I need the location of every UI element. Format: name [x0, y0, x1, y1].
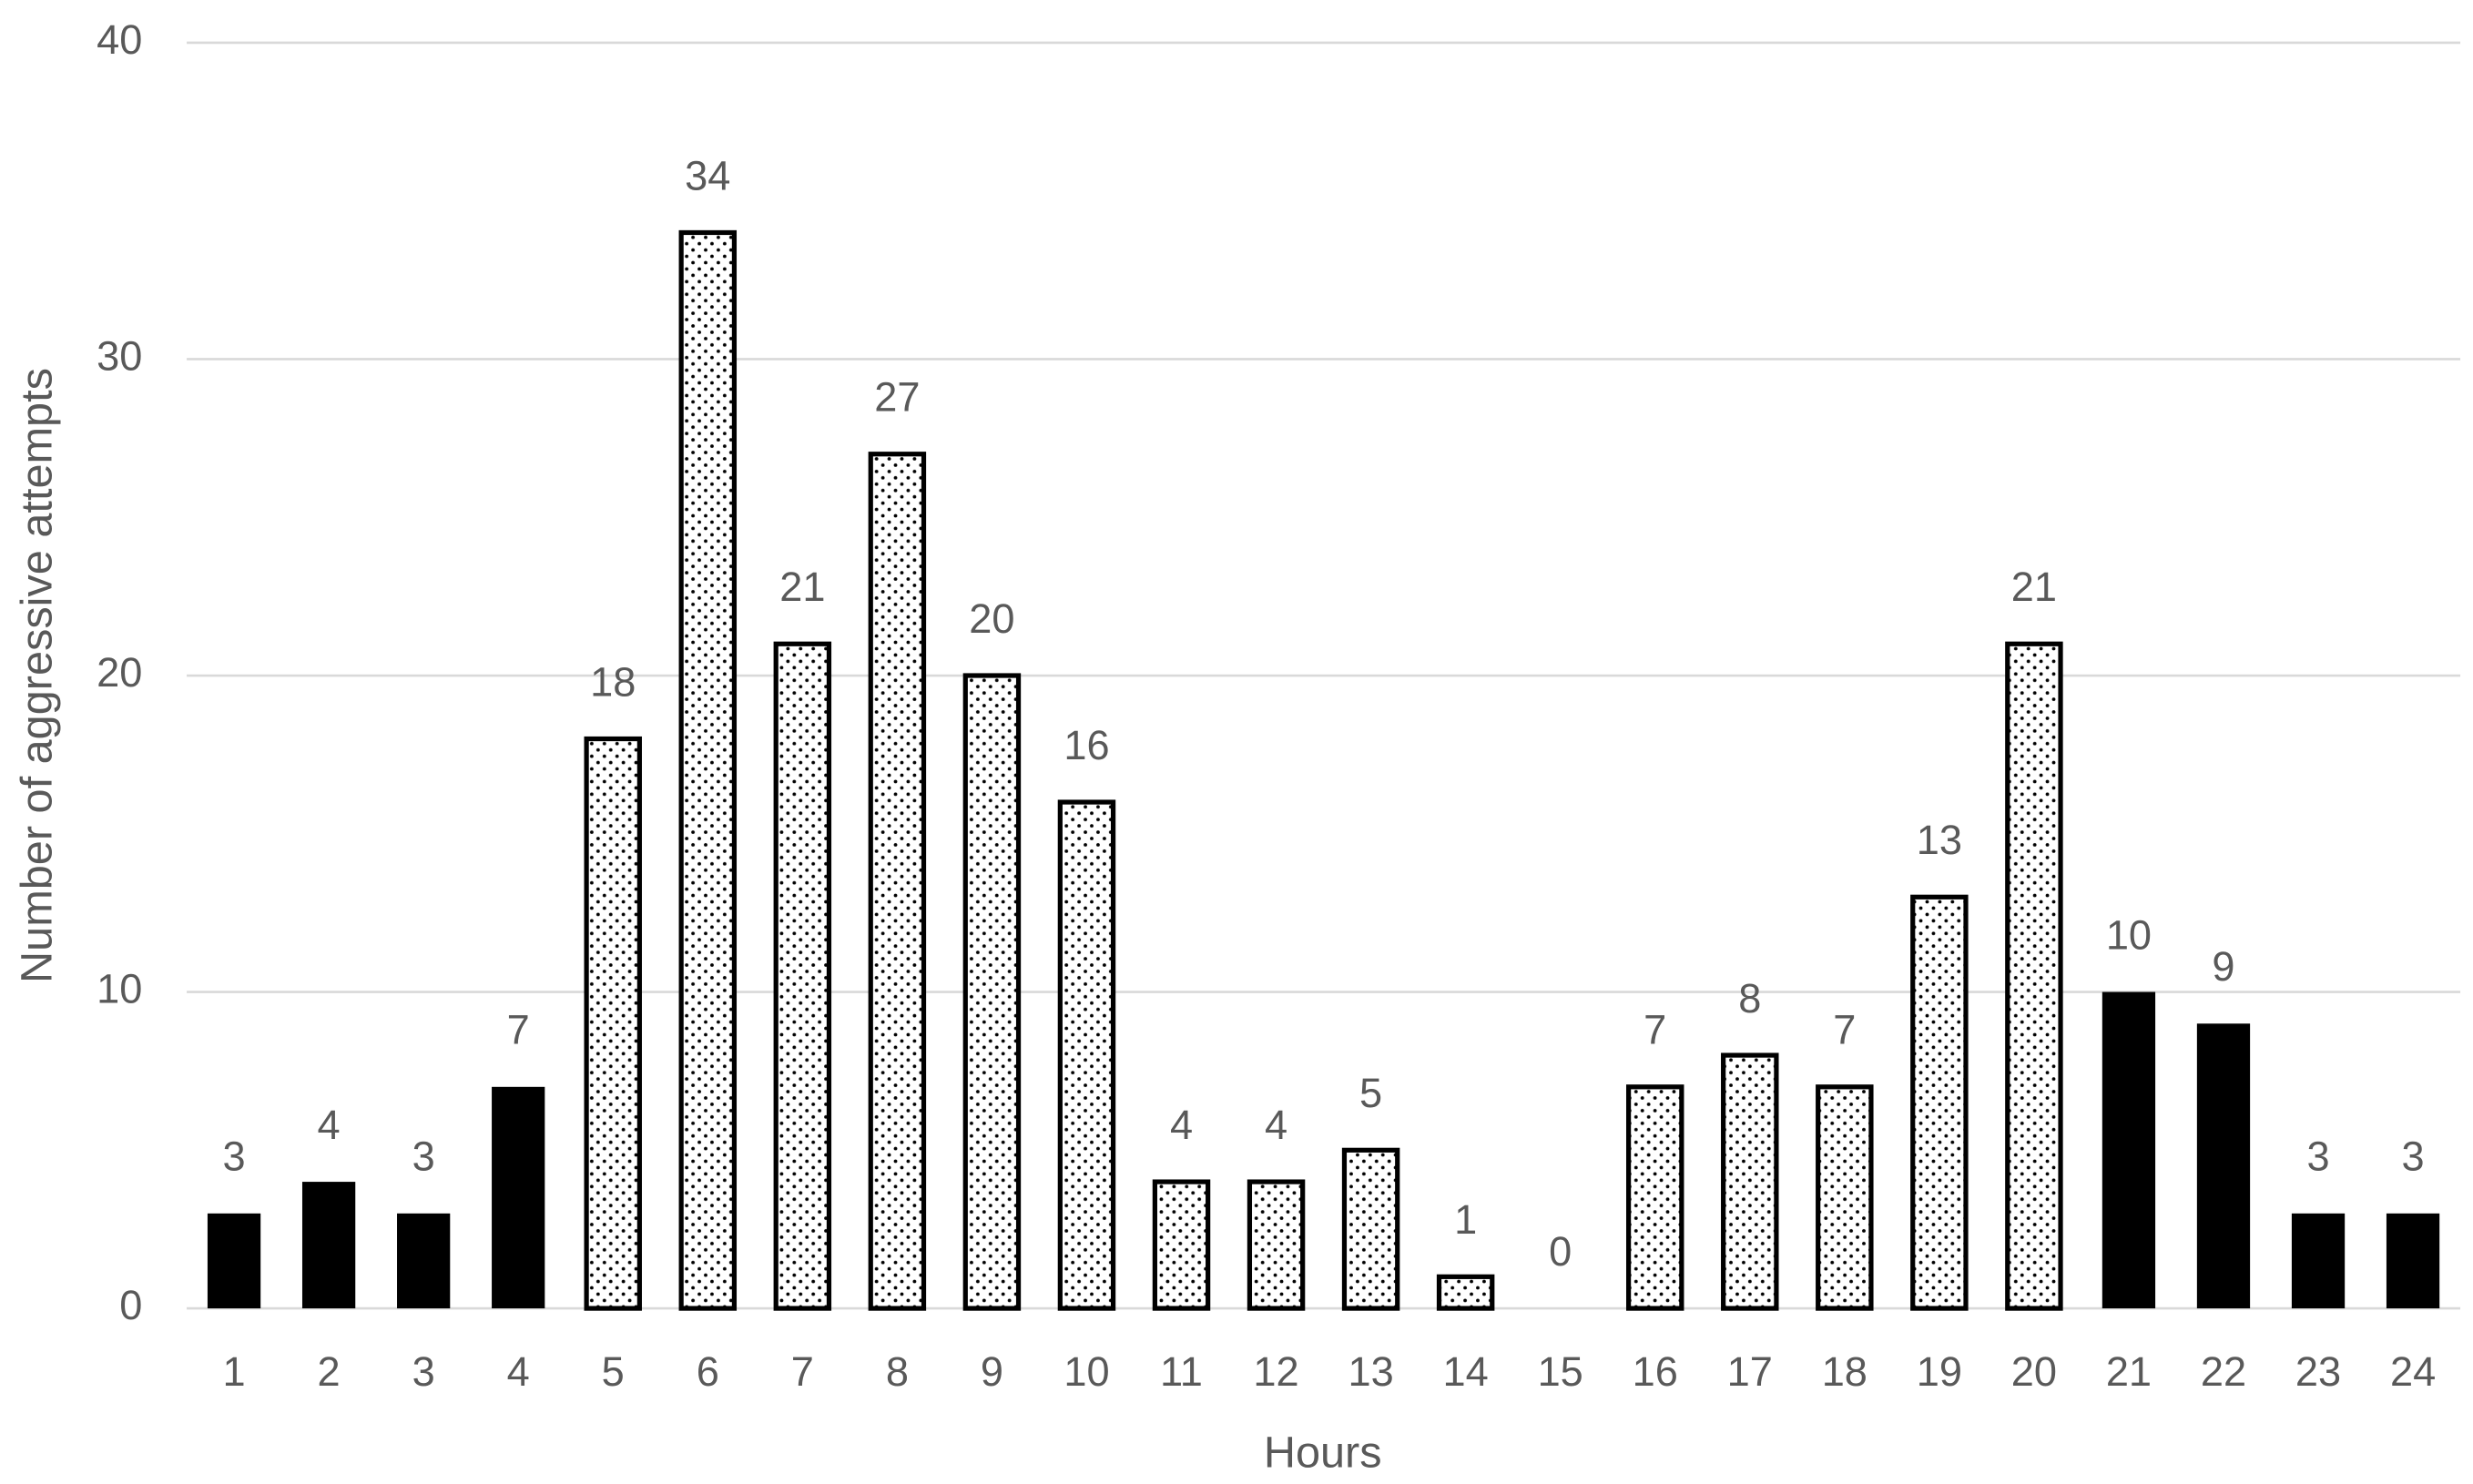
bar [1721, 1052, 1779, 1311]
bar [962, 673, 1022, 1311]
data-label: 21 [2011, 564, 2057, 610]
y-tick-label: 0 [119, 1282, 142, 1328]
x-tick-label: 23 [2295, 1348, 2341, 1395]
data-label: 3 [2306, 1133, 2329, 1180]
x-tick-label: 8 [886, 1348, 909, 1395]
data-label: 27 [874, 374, 920, 421]
x-tick-label: 9 [981, 1348, 1003, 1395]
bar [1341, 1147, 1400, 1311]
bar [1910, 894, 1969, 1311]
bar [584, 736, 642, 1311]
bar [301, 1182, 356, 1309]
x-tick-label: 22 [2201, 1348, 2246, 1395]
data-label: 13 [1917, 817, 1962, 863]
x-tick-label: 16 [1633, 1348, 1678, 1395]
data-label: 4 [1265, 1102, 1287, 1148]
bar [2102, 991, 2156, 1309]
bar [2196, 1023, 2251, 1309]
bar [1625, 1084, 1684, 1311]
data-label: 34 [685, 152, 730, 198]
bar [397, 1213, 451, 1309]
data-label: 20 [969, 595, 1014, 642]
bar [1057, 799, 1116, 1311]
data-label: 9 [2212, 943, 2234, 990]
bar [1247, 1179, 1306, 1311]
x-tick-label: 5 [602, 1348, 625, 1395]
data-label: 3 [223, 1133, 246, 1180]
data-label: 4 [1170, 1102, 1193, 1148]
data-label: 3 [2402, 1133, 2425, 1180]
y-tick-label: 40 [97, 16, 142, 63]
x-tick-label: 15 [1538, 1348, 1583, 1395]
bar [2291, 1213, 2346, 1309]
x-tick-label: 20 [2011, 1348, 2057, 1395]
bar [2386, 1213, 2440, 1309]
x-tick-label: 10 [1063, 1348, 1109, 1395]
data-label: 8 [1738, 975, 1761, 1022]
data-label: 4 [318, 1102, 341, 1148]
x-tick-label: 3 [412, 1348, 435, 1395]
bar [773, 641, 832, 1311]
x-tick-label: 17 [1727, 1348, 1773, 1395]
y-tick-label: 10 [97, 965, 142, 1011]
data-label: 0 [1549, 1228, 1572, 1275]
x-tick-label: 14 [1443, 1348, 1489, 1395]
data-label: 10 [2106, 911, 2152, 958]
x-tick-label: 4 [507, 1348, 530, 1395]
bar [2005, 641, 2063, 1311]
x-tick-label: 24 [2390, 1348, 2436, 1395]
x-axis-label: Hours [1264, 1428, 1382, 1478]
bar [1816, 1084, 1874, 1311]
x-tick-label: 18 [1822, 1348, 1867, 1395]
data-label: 1 [1454, 1196, 1477, 1243]
bar [1436, 1274, 1495, 1311]
x-tick-label: 2 [318, 1348, 341, 1395]
x-tick-label: 12 [1253, 1348, 1298, 1395]
bar [1152, 1179, 1211, 1311]
data-label: 3 [412, 1133, 435, 1180]
x-tick-label: 6 [697, 1348, 719, 1395]
y-tick-label: 30 [97, 332, 142, 379]
y-axis-label: Number of aggressive attempts [12, 368, 61, 983]
y-tick-label: 20 [97, 649, 142, 696]
data-label: 18 [590, 658, 636, 705]
data-label: 21 [779, 564, 825, 610]
x-tick-label: 7 [791, 1348, 814, 1395]
data-label: 7 [1644, 1007, 1666, 1053]
x-tick-label: 1 [223, 1348, 246, 1395]
bar [678, 229, 738, 1311]
data-label: 7 [1833, 1007, 1856, 1053]
x-tick-label: 11 [1160, 1348, 1203, 1395]
data-label: 5 [1359, 1070, 1382, 1116]
x-tick-label: 21 [2106, 1348, 2152, 1395]
data-label: 16 [1063, 722, 1109, 768]
bar [868, 452, 927, 1311]
x-tick-label: 19 [1917, 1348, 1962, 1395]
bar [492, 1086, 545, 1309]
data-label: 7 [507, 1007, 530, 1053]
x-tick-label: 13 [1348, 1348, 1393, 1395]
bar [207, 1213, 261, 1309]
